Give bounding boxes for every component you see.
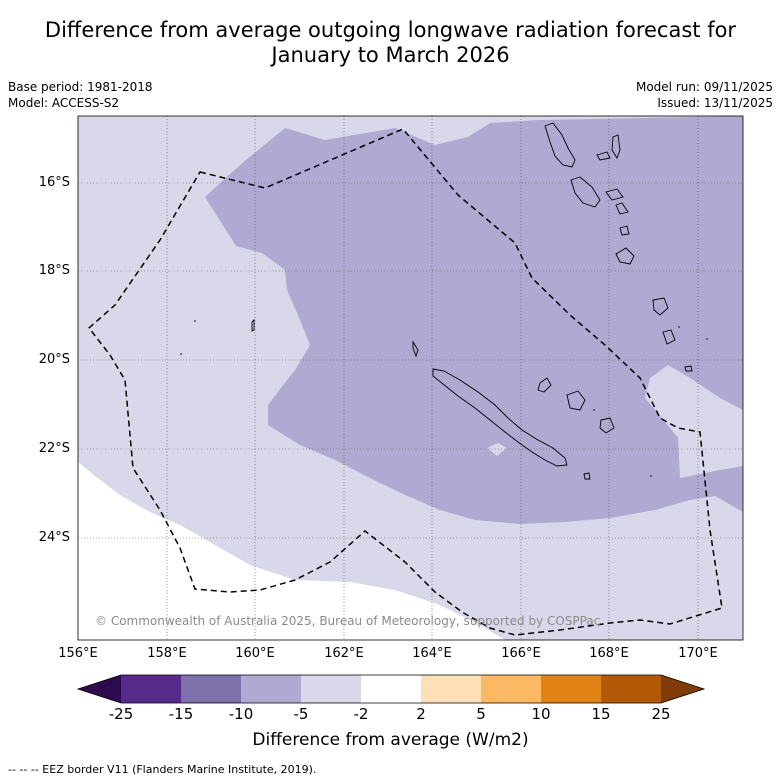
lon-label: 164°E (412, 646, 452, 661)
colorbar-segment-5 (361, 675, 421, 703)
shepherd-islands (619, 225, 630, 236)
model-name: Model: ACCESS-S2 (8, 96, 120, 110)
colorbar-tick: 25 (651, 705, 671, 723)
colorbar-segment-8 (541, 675, 601, 703)
epi (615, 202, 629, 215)
islet-dot-3 (678, 326, 680, 328)
base-period: Base period: 1981-2018 (8, 80, 153, 94)
issued-date: Issued: 13/11/2025 (657, 96, 773, 110)
copyright-notice: © Commonwealth of Australia 2025, Bureau… (95, 614, 601, 628)
eez-legend-note: -- -- -- EEZ border V11 (Flanders Marine… (8, 763, 317, 776)
map-frame (77, 115, 744, 641)
colorbar-segment-7 (481, 675, 541, 703)
efate (615, 247, 635, 265)
espiritu-santo (544, 122, 576, 168)
lat-label: 18°S (38, 263, 70, 278)
colorbar-segment-1 (121, 675, 181, 703)
lat-label: 22°S (38, 441, 70, 456)
anomaly-field-neutral (78, 462, 505, 640)
colorbar-tick: -25 (108, 705, 134, 723)
colorbar-outline (76, 674, 706, 704)
graticule (78, 116, 743, 640)
colorbar-tick: 2 (416, 705, 426, 723)
tanna (662, 329, 676, 345)
lon-label: 162°E (324, 646, 364, 661)
lon-label: 170°E (678, 646, 718, 661)
colorbar-segment-4 (301, 675, 361, 703)
lon-label: 158°E (147, 646, 187, 661)
meta-right: Model run: 09/11/2025 Issued: 13/11/2025 (636, 79, 773, 111)
anomaly-patch-light (487, 443, 507, 456)
islet-dot-1 (194, 320, 196, 322)
colorbar-tick: -2 (353, 705, 369, 723)
lifou-island (566, 390, 586, 411)
belep-islands (412, 340, 419, 358)
ambrym (605, 188, 624, 201)
isle-of-pines (583, 472, 591, 480)
anomaly-field-moderate (205, 116, 743, 524)
lat-label: 24°S (38, 530, 70, 545)
lon-label: 166°E (501, 646, 541, 661)
colorbar-tick: -15 (168, 705, 194, 723)
ouvea-island (537, 377, 552, 393)
lon-label: 168°E (589, 646, 629, 661)
colorbar-label: Difference from average (W/m2) (252, 730, 529, 750)
islet-dot-5 (650, 475, 652, 477)
colorbar-segment-6 (421, 675, 481, 703)
mare-island (599, 417, 615, 434)
western-islet (251, 318, 255, 332)
islet-dot-2 (180, 353, 182, 355)
meta-left: Base period: 1981-2018 Model: ACCESS-S2 (8, 79, 153, 111)
colorbar-tick: 10 (531, 705, 551, 723)
colorbar-tick: 5 (476, 705, 486, 723)
aneityum (684, 365, 693, 372)
maewo (596, 151, 611, 161)
colorbar-segment-9 (601, 675, 661, 703)
map-area (78, 116, 743, 640)
erromango (652, 297, 669, 316)
colorbar-tick: 15 (591, 705, 611, 723)
colorbar-tick: -5 (293, 705, 309, 723)
colorbar-extend-min (78, 675, 121, 703)
colorbar-tick: -10 (228, 705, 254, 723)
eez-border (87, 128, 723, 636)
islet-dot-4 (706, 338, 708, 340)
pentecost (611, 134, 621, 160)
colorbar-segment-3 (241, 675, 301, 703)
title-line-1: Difference from average outgoing longwav… (44, 18, 737, 42)
chart-title: Difference from average outgoing longwav… (0, 18, 781, 68)
lon-label: 160°E (235, 646, 275, 661)
colorbar-extend-max (661, 675, 704, 703)
lat-label: 16°S (38, 175, 70, 190)
lat-label: 20°S (38, 352, 70, 367)
lon-label: 156°E (58, 646, 98, 661)
title-line-2: January to March 2026 (271, 43, 510, 67)
colorbar-segment-2 (181, 675, 241, 703)
new-caledonia-mainland (432, 368, 568, 467)
model-run: Model run: 09/11/2025 (635, 80, 773, 94)
islet-dot-6 (593, 409, 595, 411)
colorbar (76, 674, 706, 704)
malakula (570, 176, 601, 208)
